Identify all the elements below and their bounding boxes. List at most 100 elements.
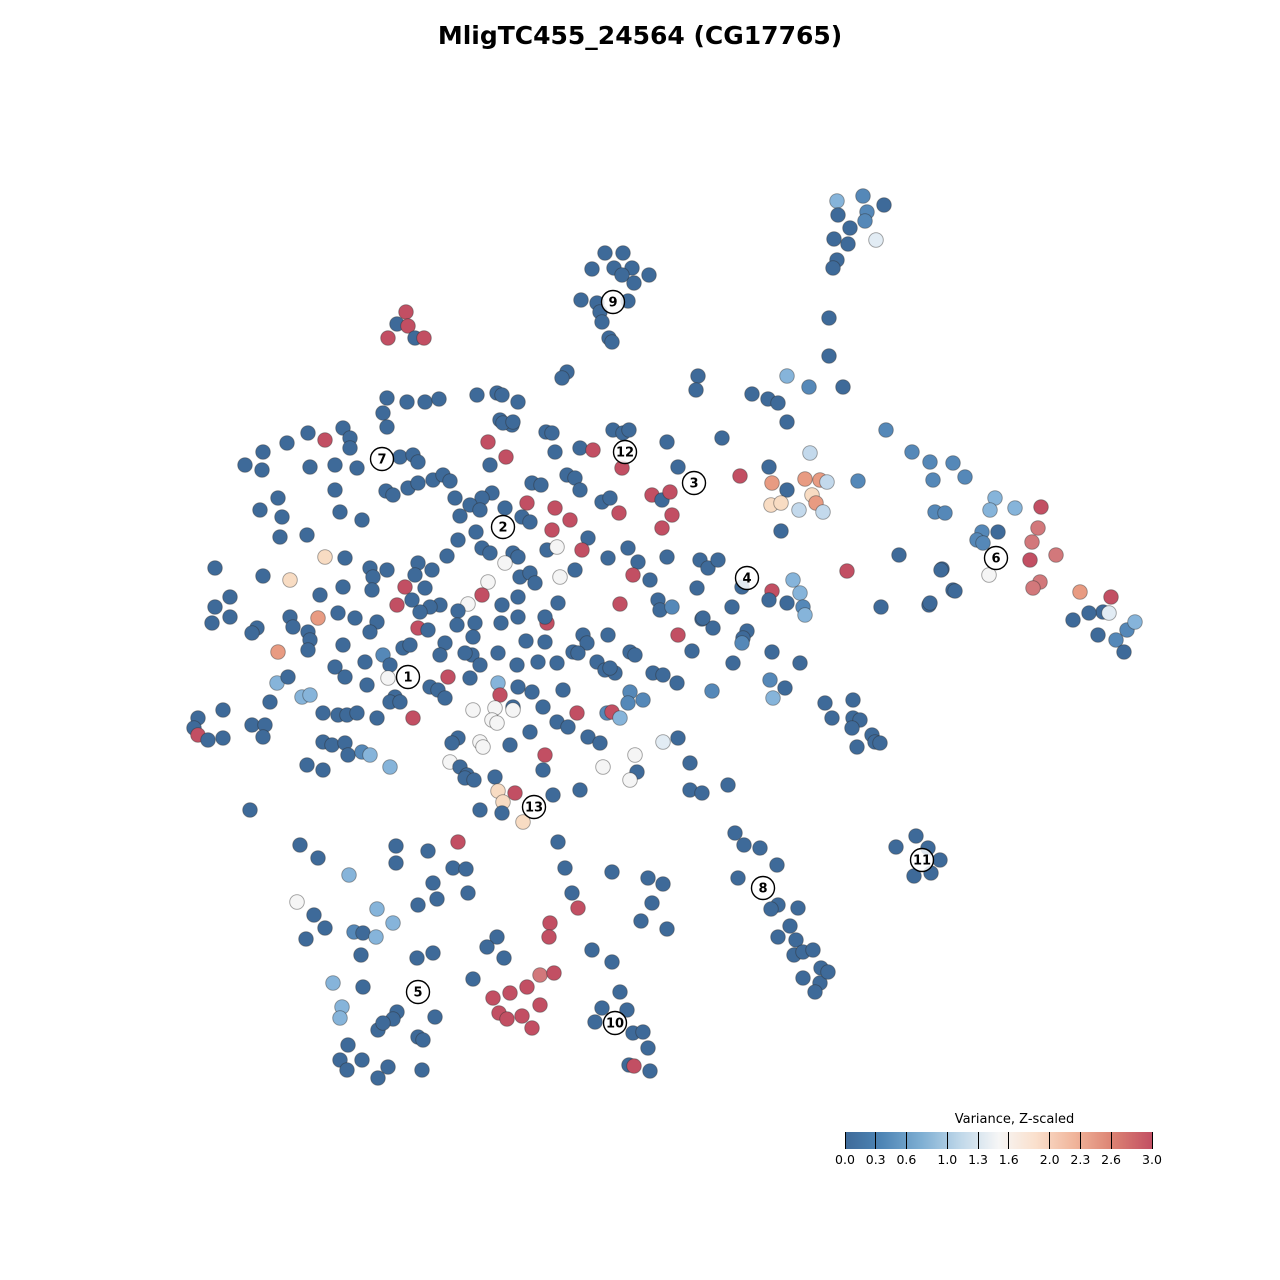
data-point: [633, 913, 649, 929]
data-point: [310, 850, 326, 866]
data-point: [779, 595, 795, 611]
data-point: [414, 1062, 430, 1078]
data-point: [369, 901, 385, 917]
data-point: [493, 615, 509, 631]
cluster-label-circle: [600, 289, 626, 315]
data-point: [505, 702, 521, 718]
data-point: [710, 552, 726, 568]
data-point: [773, 523, 789, 539]
data-point: [420, 843, 436, 859]
data-point: [465, 702, 481, 718]
data-point: [547, 500, 563, 516]
cluster-label: 13: [521, 794, 547, 820]
data-point: [299, 757, 315, 773]
data-point: [337, 550, 353, 566]
data-point: [302, 687, 318, 703]
data-point: [612, 710, 628, 726]
data-point: [626, 1058, 642, 1074]
cluster-label: 3: [681, 470, 707, 496]
data-point: [1072, 584, 1088, 600]
data-point: [982, 502, 998, 518]
data-point: [302, 459, 318, 475]
data-point: [734, 635, 750, 651]
data-point: [891, 547, 907, 563]
data-point: [790, 900, 806, 916]
cluster-label: 8: [750, 875, 776, 901]
data-point: [353, 947, 369, 963]
data-point: [622, 772, 638, 788]
data-point: [821, 310, 837, 326]
data-point: [544, 425, 560, 441]
data-point: [519, 979, 535, 995]
data-point: [410, 454, 426, 470]
data-point: [499, 1011, 515, 1027]
cluster-label-text: 4: [742, 572, 751, 587]
data-point: [1090, 627, 1106, 643]
data-point: [380, 1059, 396, 1075]
cluster-label: 2: [490, 514, 516, 540]
data-point: [572, 782, 588, 798]
data-point: [835, 379, 851, 395]
data-point: [355, 979, 371, 995]
data-point: [242, 802, 258, 818]
colorbar-tick: [875, 1132, 877, 1149]
data-point: [744, 386, 760, 402]
cluster-label: 9: [600, 289, 626, 315]
data-point: [640, 870, 656, 886]
data-point: [850, 473, 866, 489]
data-point: [280, 669, 296, 685]
data-point: [399, 394, 415, 410]
data-point: [458, 861, 474, 877]
data-point: [922, 595, 938, 611]
data-point: [385, 915, 401, 931]
data-point: [1081, 605, 1097, 621]
data-point: [222, 609, 238, 625]
data-point: [604, 334, 620, 350]
data-point: [397, 579, 413, 595]
data-point: [654, 520, 670, 536]
data-point: [332, 504, 348, 520]
data-point: [489, 715, 505, 731]
colorbar-tick: [1008, 1132, 1010, 1149]
colorbar-tick-label: 1.6: [998, 1152, 1019, 1167]
data-point: [567, 562, 583, 578]
data-point: [830, 207, 846, 223]
colorbar-legend: Variance, Z-scaled 0.0 0.3 0.6 1.0 1.3 1.6 2.0…: [835, 1112, 1162, 1168]
data-point: [480, 574, 496, 590]
data-point: [704, 683, 720, 699]
data-point: [602, 490, 618, 506]
data-point: [626, 275, 642, 291]
data-point: [569, 705, 585, 721]
data-point: [644, 895, 660, 911]
data-point: [496, 950, 512, 966]
data-point: [519, 495, 535, 511]
data-point: [849, 739, 865, 755]
data-point: [327, 457, 343, 473]
data-point: [694, 785, 710, 801]
cluster-label-circle: [602, 1010, 628, 1036]
data-point: [584, 942, 600, 958]
data-point: [255, 729, 271, 745]
data-point: [770, 929, 786, 945]
data-point: [244, 717, 260, 733]
data-point: [732, 468, 748, 484]
colorbar-tick-label: 1.3: [968, 1152, 988, 1167]
data-point: [527, 575, 543, 591]
data-point: [857, 213, 873, 229]
data-point: [380, 670, 396, 686]
data-point: [602, 660, 618, 676]
data-point: [655, 876, 671, 892]
data-point: [670, 730, 686, 746]
cluster-label: 12: [612, 439, 638, 465]
data-point: [1007, 500, 1023, 516]
cluster-label-circle: [369, 446, 395, 472]
data-point: [335, 579, 351, 595]
data-point: [544, 522, 560, 538]
data-point: [270, 490, 286, 506]
data-point: [815, 504, 831, 520]
data-point: [592, 735, 608, 751]
data-point: [532, 997, 548, 1013]
data-point: [700, 560, 716, 576]
data-point: [469, 387, 485, 403]
data-point: [445, 860, 461, 876]
